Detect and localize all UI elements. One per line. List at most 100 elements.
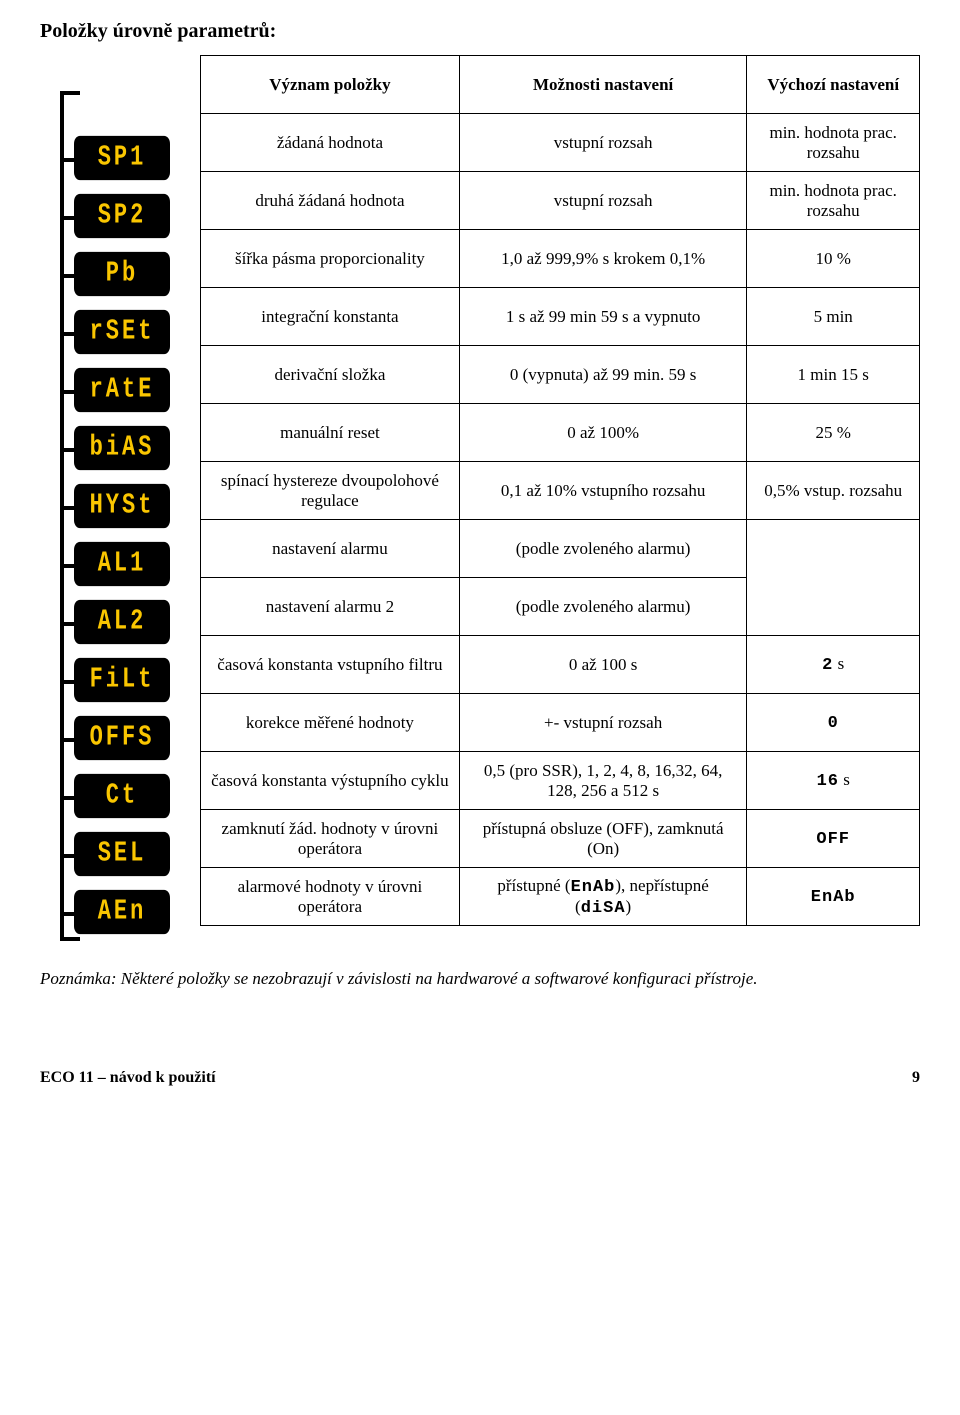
cell-meaning: žádaná hodnota bbox=[201, 114, 460, 172]
cell-meaning: integrační konstanta bbox=[201, 288, 460, 346]
table-row: žádaná hodnotavstupní rozsahmin. hodnota… bbox=[201, 114, 920, 172]
cell-default: 25 % bbox=[747, 404, 920, 462]
cell-default: EnAb bbox=[747, 868, 920, 926]
cell-default: 0,5% vstup. rozsahu bbox=[747, 462, 920, 520]
flow-header-spacer bbox=[40, 95, 200, 129]
badge-wrap: Pb bbox=[40, 245, 200, 303]
table-header-row: Význam položky Možnosti nastavení Výchoz… bbox=[201, 56, 920, 114]
section-title: Položky úrovně parametrů: bbox=[40, 20, 920, 43]
params-table: Význam položky Možnosti nastavení Výchoz… bbox=[200, 55, 920, 926]
cell-default: OFF bbox=[747, 810, 920, 868]
cell-options: vstupní rozsah bbox=[459, 114, 747, 172]
badge-wrap: SP2 bbox=[40, 187, 200, 245]
param-badge: OFFS bbox=[74, 716, 170, 760]
param-badge: SP2 bbox=[74, 194, 170, 238]
cell-options: 0 až 100 s bbox=[459, 636, 747, 694]
table-row: zamknutí žád. hodnoty v úrovni operátora… bbox=[201, 810, 920, 868]
cell-options: 1 s až 99 min 59 s a vypnuto bbox=[459, 288, 747, 346]
badge-wrap: AL1 bbox=[40, 535, 200, 593]
inline-seg: EnAb bbox=[571, 878, 616, 897]
inline-seg: 2 bbox=[822, 656, 833, 675]
cell-meaning: nastavení alarmu 2 bbox=[201, 578, 460, 636]
cell-meaning: alarmové hodnoty v úrovni operátora bbox=[201, 868, 460, 926]
badge-wrap: Ct bbox=[40, 767, 200, 825]
cell-options: přístupné (EnAb), nepřístupné (diSA) bbox=[459, 868, 747, 926]
main-layout: SP1 SP2 Pb rSEt rAtE biAS HYSt AL1 AL2 FiLt OFFS Ct… bbox=[40, 55, 920, 941]
param-badge: FiLt bbox=[74, 658, 170, 702]
cell-meaning: derivační složka bbox=[201, 346, 460, 404]
badge-wrap: AL2 bbox=[40, 593, 200, 651]
inline-seg: 0 bbox=[828, 714, 839, 733]
cell-options: přístupná obsluze (OFF), zamknutá (On) bbox=[459, 810, 747, 868]
cell-meaning: druhá žádaná hodnota bbox=[201, 172, 460, 230]
cell-default: min. hodnota prac. rozsahu bbox=[747, 172, 920, 230]
inline-seg: EnAb bbox=[811, 888, 856, 907]
cell-default: 2 s bbox=[747, 636, 920, 694]
cell-meaning: manuální reset bbox=[201, 404, 460, 462]
col-header-options: Možnosti nastavení bbox=[459, 56, 747, 114]
cell-options: +- vstupní rozsah bbox=[459, 694, 747, 752]
badge-wrap: rAtE bbox=[40, 361, 200, 419]
badge-wrap: biAS bbox=[40, 419, 200, 477]
cell-default bbox=[747, 520, 920, 636]
badge-wrap: SP1 bbox=[40, 129, 200, 187]
cell-default: 0 bbox=[747, 694, 920, 752]
cell-default: 16 s bbox=[747, 752, 920, 810]
param-badge: Ct bbox=[74, 774, 170, 818]
badge-wrap: HYSt bbox=[40, 477, 200, 535]
cell-meaning: korekce měřené hodnoty bbox=[201, 694, 460, 752]
cell-options: (podle zvoleného alarmu) bbox=[459, 578, 747, 636]
badge-wrap: rSEt bbox=[40, 303, 200, 361]
badge-wrap: OFFS bbox=[40, 709, 200, 767]
cell-default: min. hodnota prac. rozsahu bbox=[747, 114, 920, 172]
inline-seg: OFF bbox=[816, 830, 850, 849]
param-badge: SEL bbox=[74, 832, 170, 876]
cell-meaning: šířka pásma proporcionality bbox=[201, 230, 460, 288]
cell-options: 0,1 až 10% vstupního rozsahu bbox=[459, 462, 747, 520]
table-row: šířka pásma proporcionality1,0 až 999,9%… bbox=[201, 230, 920, 288]
param-badge: rAtE bbox=[74, 368, 170, 412]
badge-wrap: SEL bbox=[40, 825, 200, 883]
table-body: žádaná hodnotavstupní rozsahmin. hodnota… bbox=[201, 114, 920, 926]
cell-options: (podle zvoleného alarmu) bbox=[459, 520, 747, 578]
param-badge: HYSt bbox=[74, 484, 170, 528]
inline-seg: diSA bbox=[581, 899, 626, 918]
table-row: manuální reset0 až 100%25 % bbox=[201, 404, 920, 462]
cell-meaning: spínací hystereze dvoupolohové regulace bbox=[201, 462, 460, 520]
footer-left: ECO 11 – návod k použití bbox=[40, 1069, 216, 1087]
table-row: korekce měřené hodnoty+- vstupní rozsah 0 bbox=[201, 694, 920, 752]
col-header-meaning: Význam položky bbox=[201, 56, 460, 114]
cell-options: 0,5 (pro SSR), 1, 2, 4, 8, 16,32, 64, 12… bbox=[459, 752, 747, 810]
note-text: Poznámka: Některé položky se nezobrazují… bbox=[40, 969, 920, 989]
table-row: nastavení alarmu(podle zvoleného alarmu) bbox=[201, 520, 920, 578]
cell-default: 1 min 15 s bbox=[747, 346, 920, 404]
flow-items: SP1 SP2 Pb rSEt rAtE biAS HYSt AL1 AL2 FiLt OFFS Ct… bbox=[40, 95, 200, 941]
cell-default: 5 min bbox=[747, 288, 920, 346]
table-row: druhá žádaná hodnotavstupní rozsahmin. h… bbox=[201, 172, 920, 230]
cell-meaning: časová konstanta vstupního filtru bbox=[201, 636, 460, 694]
param-badge: rSEt bbox=[74, 310, 170, 354]
inline-seg: 16 bbox=[817, 772, 839, 791]
page-footer: ECO 11 – návod k použití 9 bbox=[40, 1069, 920, 1087]
table-row: integrační konstanta1 s až 99 min 59 s a… bbox=[201, 288, 920, 346]
cell-meaning: zamknutí žád. hodnoty v úrovni operátora bbox=[201, 810, 460, 868]
table-row: časová konstanta výstupního cyklu0,5 (pr… bbox=[201, 752, 920, 810]
param-badge: SP1 bbox=[74, 136, 170, 180]
cell-options: vstupní rozsah bbox=[459, 172, 747, 230]
cell-options: 0 (vypnuta) až 99 min. 59 s bbox=[459, 346, 747, 404]
col-header-default: Výchozí nastavení bbox=[747, 56, 920, 114]
table-column: Význam položky Možnosti nastavení Výchoz… bbox=[200, 55, 920, 926]
cell-meaning: nastavení alarmu bbox=[201, 520, 460, 578]
footer-page: 9 bbox=[912, 1069, 920, 1087]
cell-options: 0 až 100% bbox=[459, 404, 747, 462]
table-row: alarmové hodnoty v úrovni operátorapříst… bbox=[201, 868, 920, 926]
param-badge: AEn bbox=[74, 890, 170, 934]
table-row: časová konstanta vstupního filtru0 až 10… bbox=[201, 636, 920, 694]
table-row: derivační složka0 (vypnuta) až 99 min. 5… bbox=[201, 346, 920, 404]
badge-wrap: FiLt bbox=[40, 651, 200, 709]
flow-column: SP1 SP2 Pb rSEt rAtE biAS HYSt AL1 AL2 FiLt OFFS Ct… bbox=[40, 55, 200, 941]
param-badge: AL1 bbox=[74, 542, 170, 586]
cell-options: 1,0 až 999,9% s krokem 0,1% bbox=[459, 230, 747, 288]
param-badge: biAS bbox=[74, 426, 170, 470]
cell-meaning: časová konstanta výstupního cyklu bbox=[201, 752, 460, 810]
